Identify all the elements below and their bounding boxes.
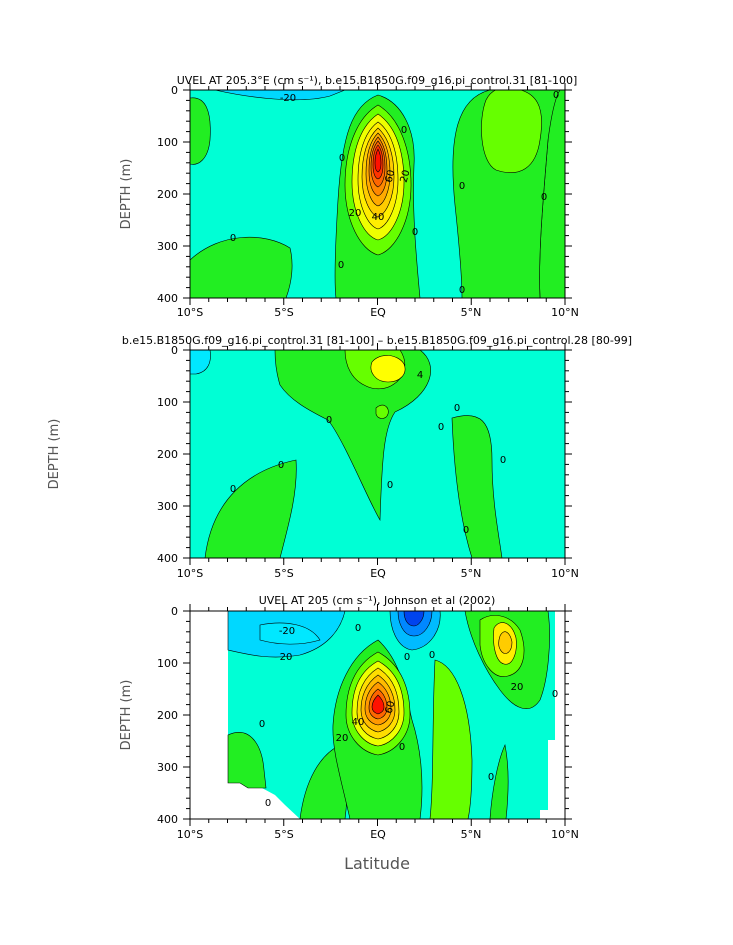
- y-tick-label: 300: [157, 240, 178, 253]
- y-tick-label: 200: [157, 188, 178, 201]
- contour-label: 60: [384, 700, 398, 715]
- contour-label: 0: [339, 153, 345, 164]
- y-tick-label: 300: [157, 761, 178, 774]
- contour-label: 0: [259, 719, 265, 730]
- x-tick-label: 5°S: [274, 828, 293, 841]
- y-tick-label: 0: [171, 605, 178, 618]
- panel-3-y-ticks: 0 100 200 300 400: [157, 605, 178, 826]
- contour-label: 40: [372, 212, 385, 223]
- panel-1-title: UVEL AT 205.3°E (cm s⁻¹), b.e15.B1850G.f…: [177, 74, 578, 87]
- panel-2-y-axis-label: DEPTH (m): [47, 419, 62, 490]
- contour-label: 0: [438, 422, 444, 433]
- panel-2-x-ticks: 10°S 5°S EQ 5°N 10°N: [177, 567, 579, 580]
- contour-label: 0: [265, 798, 271, 809]
- y-tick-label: 100: [157, 136, 178, 149]
- contour-label: 0: [278, 460, 284, 471]
- x-tick-label: EQ: [370, 306, 386, 319]
- contour-label: -20: [279, 626, 295, 637]
- contour-label: -20: [280, 93, 296, 104]
- contour-label: 0: [488, 772, 494, 783]
- panel-1-x-ticks: 10°S 5°S EQ 5°N 10°N: [177, 306, 579, 319]
- contour-label: 0: [355, 623, 361, 634]
- y-tick-label: 0: [171, 344, 178, 357]
- contour-label: 60: [384, 169, 398, 184]
- x-tick-label: EQ: [370, 567, 386, 580]
- contour-label: 0: [429, 650, 435, 661]
- panel-3-y-axis-label: DEPTH (m): [119, 680, 134, 751]
- x-tick-label: 10°N: [551, 306, 579, 319]
- contour-label: 0: [230, 484, 236, 495]
- x-tick-label: 5°S: [274, 567, 293, 580]
- panel-2-title: b.e15.B1850G.f09_g16.pi_control.31 [81-1…: [122, 334, 632, 347]
- contour-label: 40: [352, 717, 365, 728]
- panel-3-title: UVEL AT 205 (cm s⁻¹), Johnson et al (200…: [259, 594, 496, 607]
- contour-label: 0: [230, 233, 236, 244]
- panel-3-contour-labels: -20 0 0 0 0 20 20 40 60 20 0 0 0 0: [259, 623, 558, 809]
- x-tick-label: 10°N: [551, 828, 579, 841]
- contour-label: 20: [336, 733, 349, 744]
- contour-label: 0: [454, 403, 460, 414]
- x-tick-label: 10°S: [177, 306, 203, 319]
- y-tick-label: 0: [171, 84, 178, 97]
- panel-1-y-ticks: 0 100 200 300 400: [157, 84, 178, 305]
- y-tick-label: 400: [157, 813, 178, 826]
- contour-label: 4: [417, 370, 423, 381]
- x-tick-label: 5°S: [274, 306, 293, 319]
- panel-1-contour-labels: -20 0 0 0 0 0 0 20 20 40 60 0 0 0: [230, 90, 559, 296]
- contour-label: 0: [401, 125, 407, 136]
- y-tick-label: 100: [157, 657, 178, 670]
- x-tick-label: 10°N: [551, 567, 579, 580]
- x-tick-label: 5°N: [461, 306, 482, 319]
- contour-label: 0: [552, 689, 558, 700]
- contour-label: 0: [326, 415, 332, 426]
- contour-label: 0: [459, 285, 465, 296]
- x-tick-label: 10°S: [177, 828, 203, 841]
- axis-tick-marks: [183, 83, 572, 826]
- panel-2-y-ticks: 0 100 200 300 400: [157, 344, 178, 565]
- panel-3-x-ticks: 10°S 5°S EQ 5°N 10°N: [177, 828, 579, 841]
- panel-1-y-axis-label: DEPTH (m): [119, 159, 134, 230]
- panel-1-contours: [190, 90, 565, 298]
- panel-3-contours: [227, 611, 555, 819]
- contour-label: 0: [459, 181, 465, 192]
- panel-2-contours: [190, 350, 565, 558]
- x-tick-label: 5°N: [461, 828, 482, 841]
- panel-3: UVEL AT 205 (cm s⁻¹), Johnson et al (200…: [119, 594, 579, 873]
- y-tick-label: 200: [157, 448, 178, 461]
- y-tick-label: 400: [157, 552, 178, 565]
- x-tick-label: 5°N: [461, 567, 482, 580]
- contour-label: 20: [511, 682, 524, 693]
- contour-label: 0: [404, 652, 410, 663]
- y-tick-label: 400: [157, 292, 178, 305]
- contour-label: 20: [349, 208, 362, 219]
- contour-label: 0: [463, 525, 469, 536]
- contour-label: 20: [399, 169, 413, 184]
- contour-label: 0: [412, 227, 418, 238]
- contour-label: 0: [500, 455, 506, 466]
- panel-2-contour-labels: 4 0 0 0 0 0 0 0 0: [230, 370, 506, 536]
- x-tick-label: EQ: [370, 828, 386, 841]
- panel-1: UVEL AT 205.3°E (cm s⁻¹), b.e15.B1850G.f…: [119, 74, 579, 319]
- x-tick-label: 10°S: [177, 567, 203, 580]
- y-tick-label: 300: [157, 500, 178, 513]
- y-tick-label: 200: [157, 709, 178, 722]
- y-tick-label: 100: [157, 396, 178, 409]
- contour-label: 20: [280, 652, 293, 663]
- contour-label: 0: [399, 742, 405, 753]
- contour-label: 0: [387, 480, 393, 491]
- panel-2: b.e15.B1850G.f09_g16.pi_control.31 [81-1…: [47, 334, 632, 580]
- contour-label: 0: [553, 90, 559, 101]
- contour-label: 0: [541, 192, 547, 203]
- x-axis-label: Latitude: [344, 854, 410, 873]
- contour-label: 0: [338, 260, 344, 271]
